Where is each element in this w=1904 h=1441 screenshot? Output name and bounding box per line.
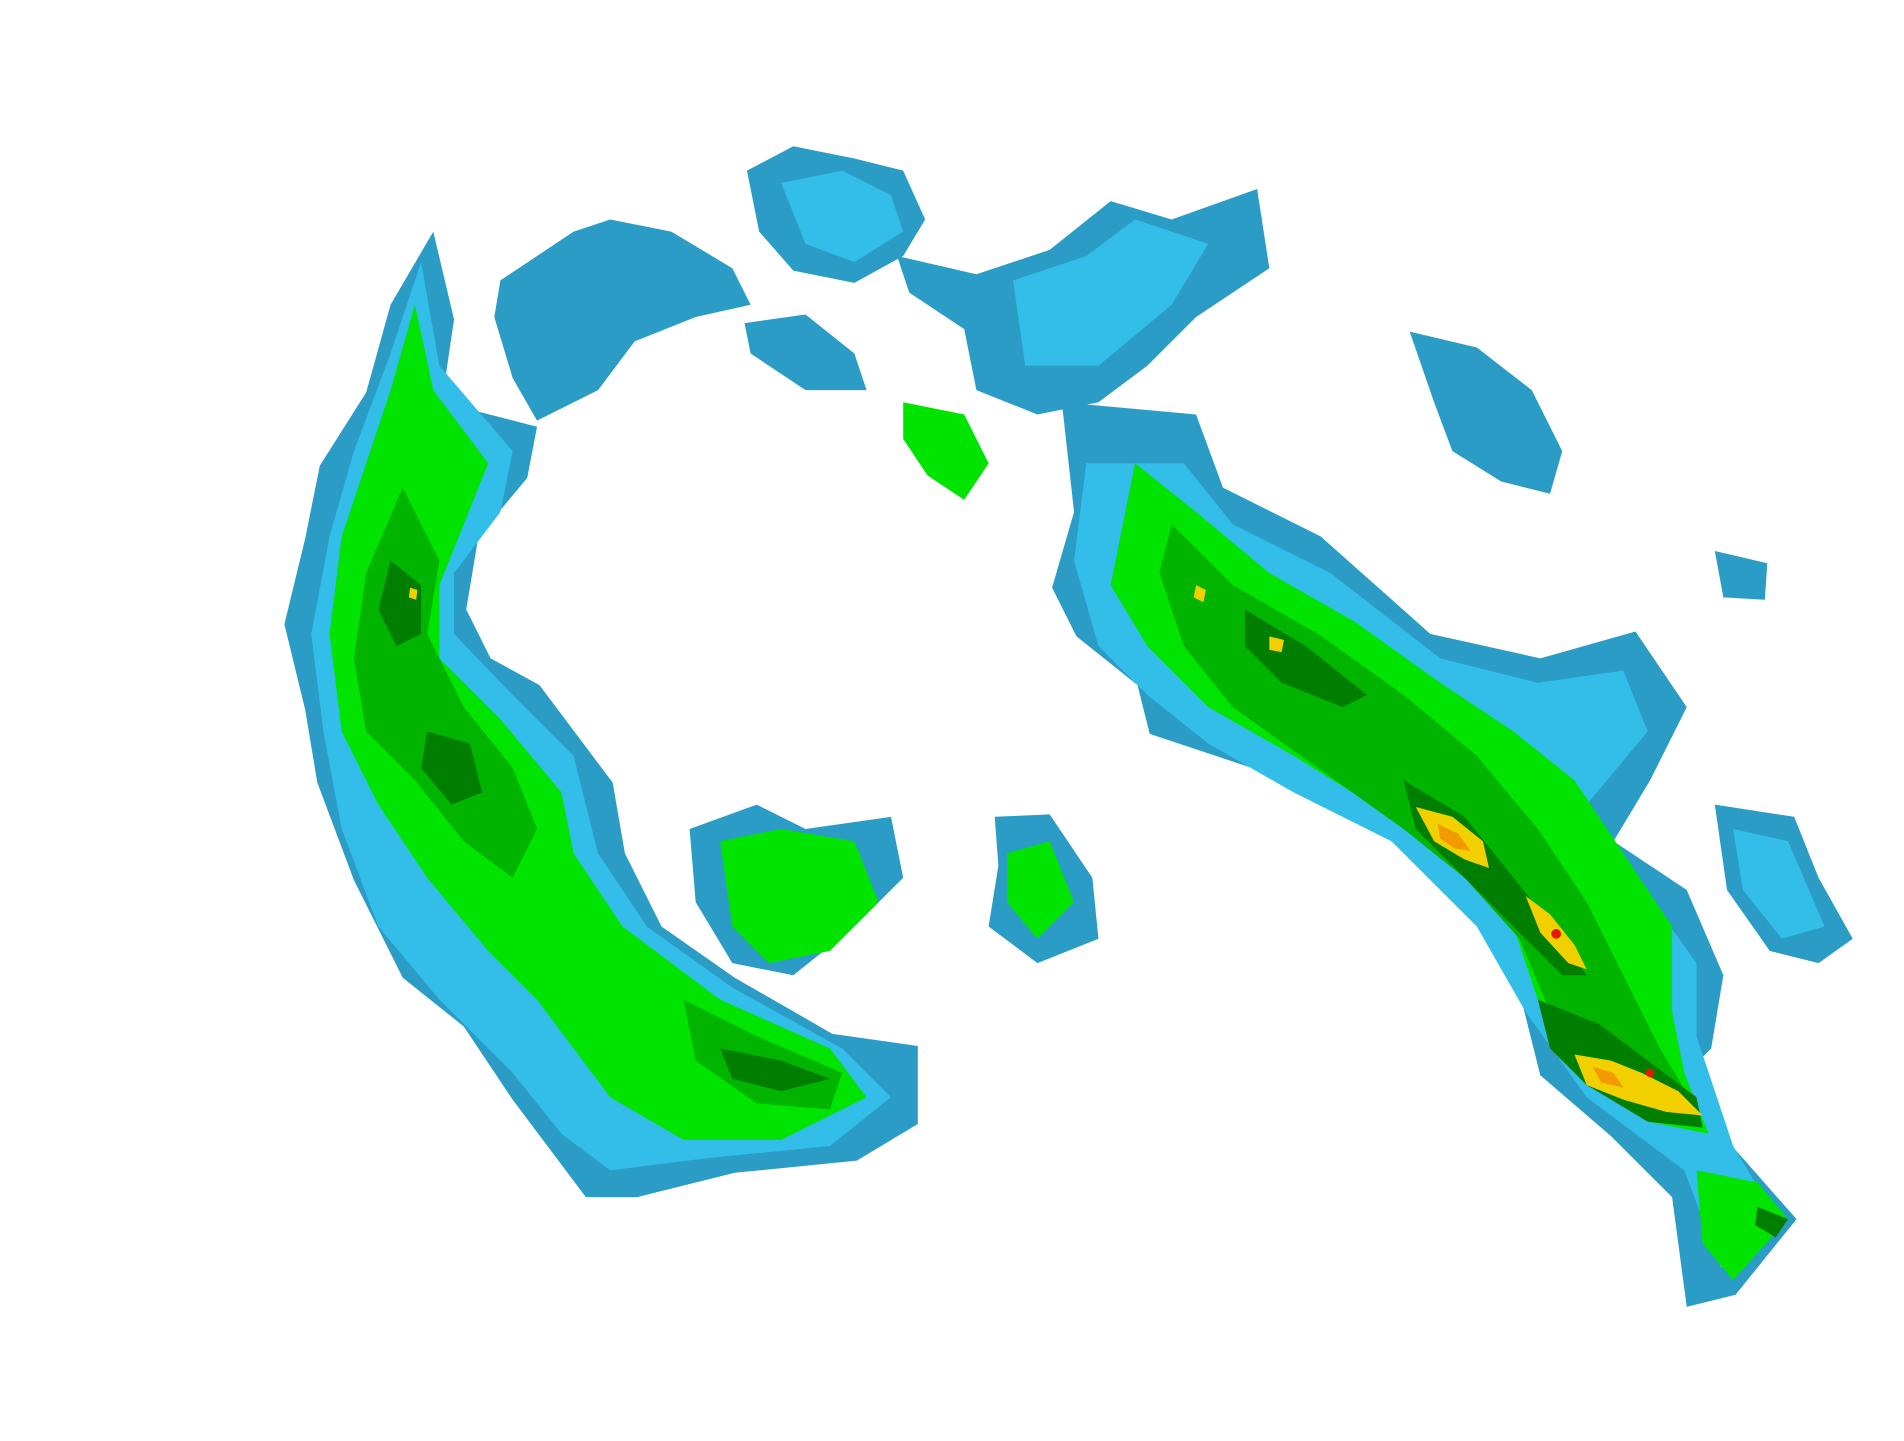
echo-region bbox=[1574, 1054, 1703, 1116]
echo-region bbox=[408, 587, 418, 600]
echo-region bbox=[1193, 585, 1206, 603]
echo-region bbox=[903, 402, 989, 500]
echo-east-cluster-1 bbox=[1409, 331, 1563, 494]
echo-region bbox=[329, 304, 867, 1140]
echo-region bbox=[1645, 1068, 1655, 1078]
echo-region bbox=[421, 731, 483, 805]
echo-region bbox=[1244, 609, 1367, 708]
echo-region bbox=[1696, 1170, 1789, 1281]
precip-layer-red bbox=[1551, 928, 1655, 1078]
echo-region bbox=[1733, 829, 1825, 939]
echo-region bbox=[720, 1048, 830, 1092]
echo-region bbox=[378, 560, 422, 647]
echo-region bbox=[720, 829, 879, 964]
echo-region bbox=[1437, 824, 1471, 851]
echo-region bbox=[1551, 928, 1562, 939]
echo-top-cluster-2 bbox=[744, 314, 867, 391]
precip-layer-orange bbox=[1437, 824, 1624, 1088]
echo-region bbox=[1006, 841, 1075, 939]
echo-region bbox=[1755, 1206, 1789, 1238]
echo-region bbox=[1013, 219, 1209, 366]
echo-region bbox=[781, 170, 904, 263]
echo-east-cluster-3 bbox=[1714, 551, 1768, 600]
echo-region bbox=[1592, 1066, 1624, 1088]
echo-region bbox=[1269, 636, 1284, 653]
echo-top-left-cluster bbox=[494, 219, 751, 421]
